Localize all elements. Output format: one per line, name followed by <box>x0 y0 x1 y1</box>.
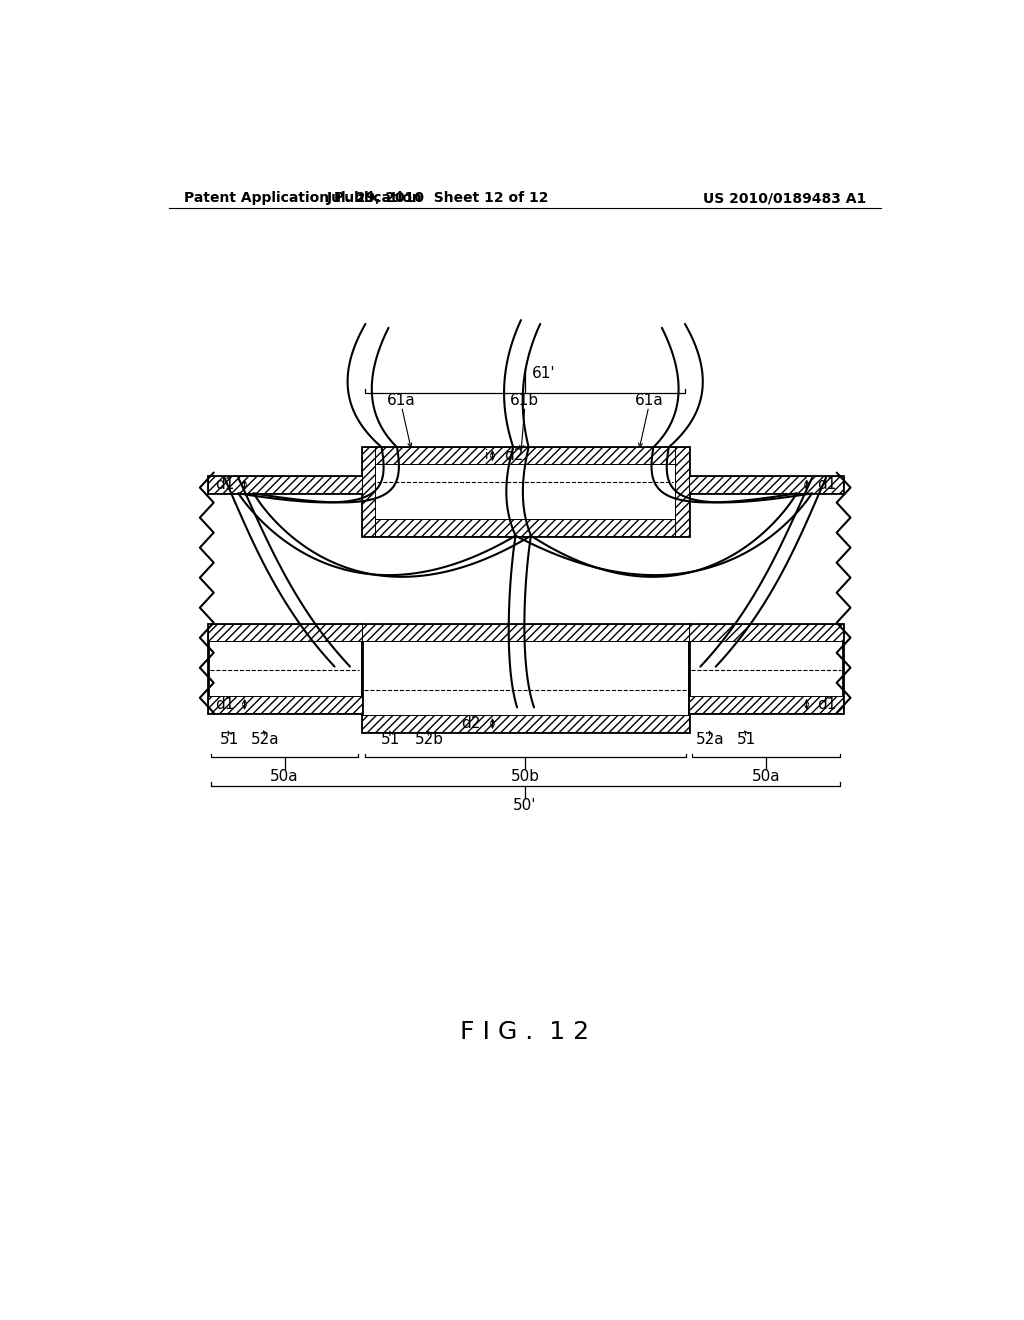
Text: 61a: 61a <box>635 393 664 408</box>
Text: d1: d1 <box>215 478 234 492</box>
Text: 50b: 50b <box>511 770 540 784</box>
Bar <box>361 447 689 465</box>
Text: 61a: 61a <box>387 393 416 408</box>
Bar <box>361 624 689 642</box>
Text: 61b: 61b <box>510 393 540 408</box>
Bar <box>208 477 361 494</box>
Text: 51: 51 <box>219 733 239 747</box>
Bar <box>361 447 376 536</box>
Text: d1: d1 <box>817 478 837 492</box>
Text: 51: 51 <box>737 733 756 747</box>
Bar <box>675 447 689 536</box>
Bar <box>208 624 361 713</box>
Text: d1: d1 <box>215 697 234 711</box>
Bar <box>689 696 843 713</box>
Bar <box>361 624 689 733</box>
Text: 52a: 52a <box>251 733 280 747</box>
Text: 61': 61' <box>532 367 556 381</box>
Bar <box>361 519 689 536</box>
Text: 51: 51 <box>381 733 400 747</box>
Bar <box>361 715 689 733</box>
Bar <box>208 696 361 713</box>
Text: 52b: 52b <box>415 733 443 747</box>
Text: 50a: 50a <box>752 770 780 784</box>
Bar <box>689 477 843 494</box>
Text: Jul. 29, 2010  Sheet 12 of 12: Jul. 29, 2010 Sheet 12 of 12 <box>328 191 550 206</box>
Text: d2: d2 <box>461 715 480 731</box>
Text: 52a: 52a <box>696 733 725 747</box>
Text: US 2010/0189483 A1: US 2010/0189483 A1 <box>702 191 866 206</box>
Text: d2: d2 <box>505 447 523 463</box>
Text: F I G .  1 2: F I G . 1 2 <box>460 1020 590 1044</box>
Text: Patent Application Publication: Patent Application Publication <box>184 191 422 206</box>
Bar <box>689 624 843 642</box>
Bar <box>361 447 689 536</box>
Bar <box>689 624 843 713</box>
Text: d1: d1 <box>817 697 837 711</box>
Text: 50a: 50a <box>270 770 299 784</box>
Bar <box>208 624 361 642</box>
Text: 50': 50' <box>513 797 537 813</box>
Text: i: i <box>484 449 488 462</box>
Bar <box>208 477 361 494</box>
Bar <box>689 477 843 494</box>
